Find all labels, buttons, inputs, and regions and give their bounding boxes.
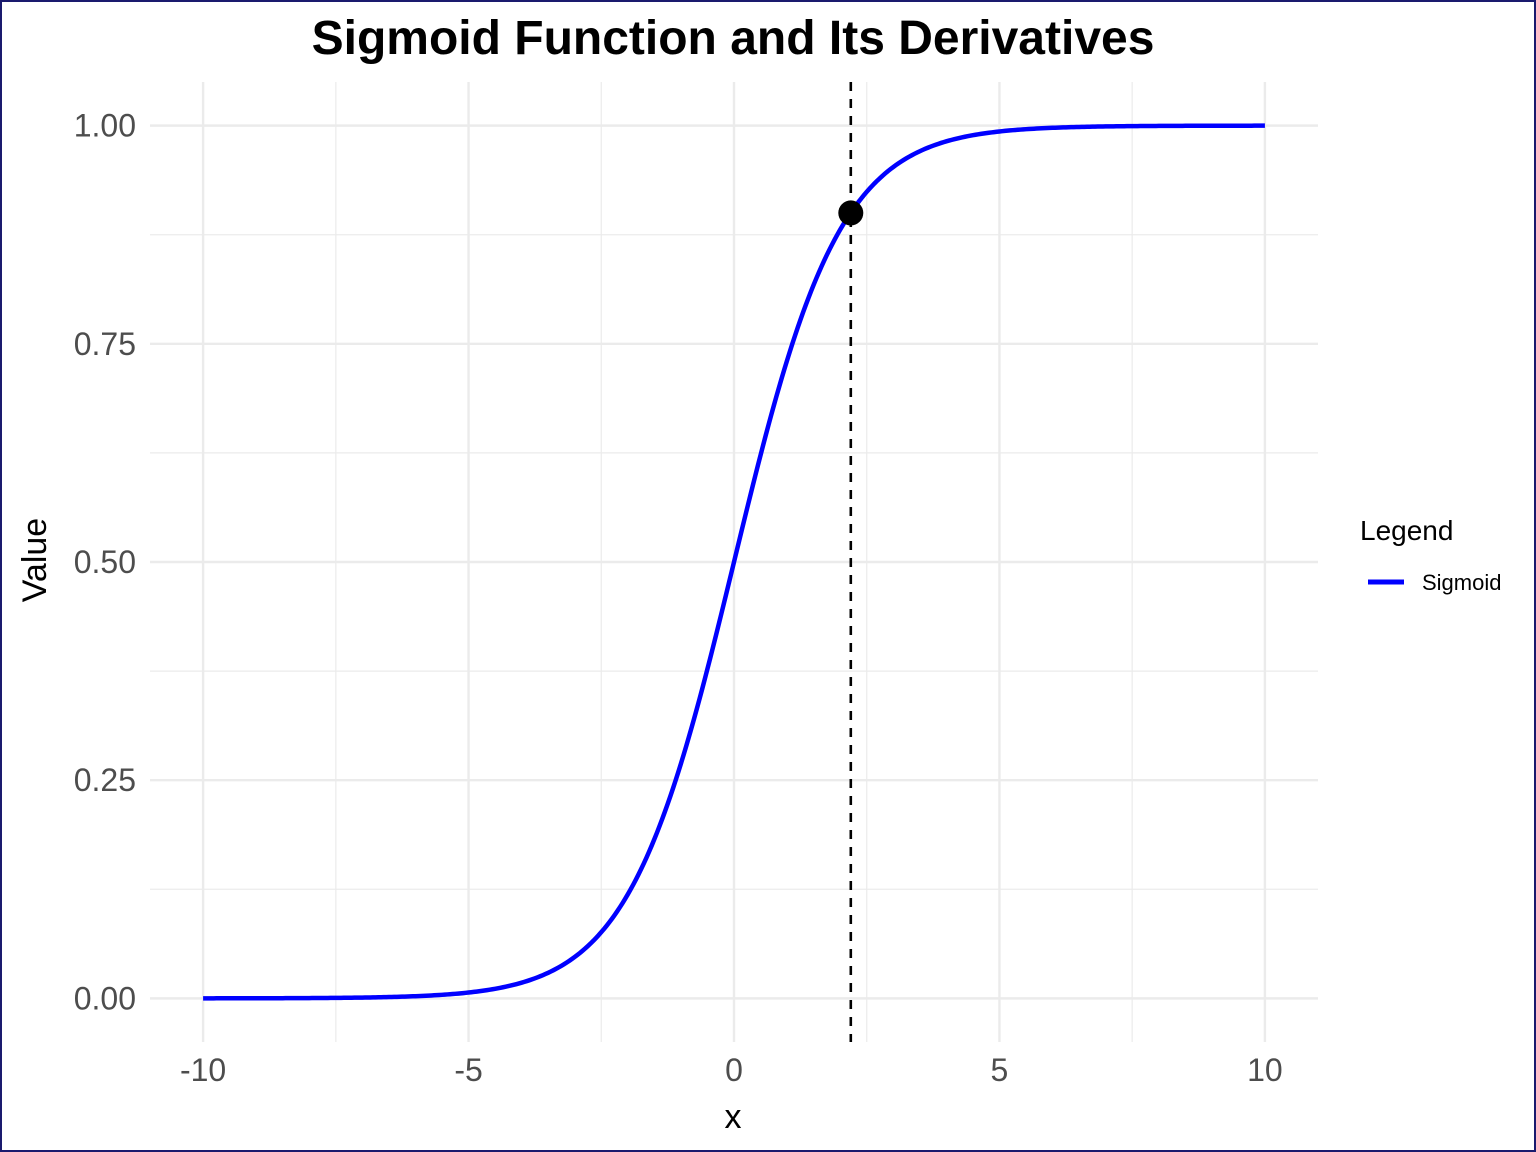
x-axis-title: x (725, 1098, 742, 1136)
x-tick-label: 0 (725, 1052, 743, 1088)
x-tick-labels: -10 -5 0 5 10 (180, 1052, 1283, 1088)
y-tick-label: 1.00 (74, 108, 136, 144)
chart-title: Sigmoid Function and Its Derivatives (312, 12, 1155, 65)
highlight-point (838, 200, 864, 226)
y-tick-label: 0.00 (74, 980, 136, 1016)
y-tick-label: 0.75 (74, 326, 136, 362)
annotations-layer (838, 82, 864, 1042)
series-layer (203, 123, 1265, 1001)
legend-label-sigmoid: Sigmoid (1422, 570, 1501, 595)
x-tick-label: 5 (991, 1052, 1009, 1088)
y-tick-labels: 0.00 0.25 0.50 0.75 1.00 (74, 108, 136, 1017)
x-tick-label: -5 (454, 1052, 482, 1088)
legend: Legend Sigmoid (1360, 515, 1501, 595)
y-axis-title: Value (16, 518, 54, 602)
y-tick-label: 0.25 (74, 762, 136, 798)
x-tick-label: 10 (1247, 1052, 1283, 1088)
x-tick-label: -10 (180, 1052, 226, 1088)
series-line-sigmoid (203, 123, 1265, 1001)
legend-title: Legend (1360, 515, 1453, 546)
y-tick-label: 0.50 (74, 544, 136, 580)
